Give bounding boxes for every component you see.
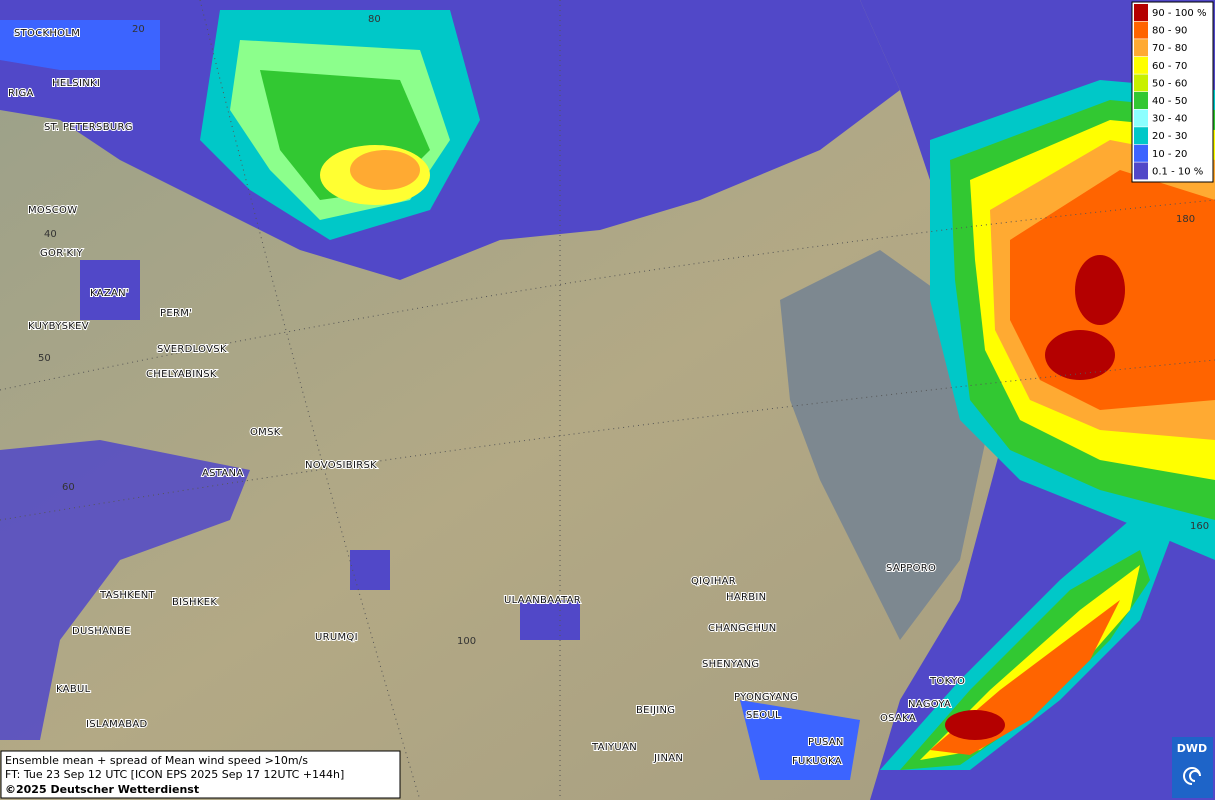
city: QIQIHAR bbox=[691, 576, 736, 587]
city: NAGOYA bbox=[908, 699, 951, 710]
city: ULAANBAATAR bbox=[504, 595, 581, 606]
spread-area bbox=[1075, 255, 1125, 325]
legend-label: 10 - 20 bbox=[1152, 149, 1187, 160]
city: TASHKENT bbox=[99, 590, 155, 601]
city: KUYBYSKEV bbox=[28, 321, 89, 332]
spread-area bbox=[945, 710, 1005, 740]
logo-icon bbox=[1183, 767, 1201, 785]
city: BISHKEK bbox=[172, 597, 217, 608]
city: URUMQI bbox=[315, 632, 358, 643]
sea bbox=[780, 250, 990, 640]
city: PYONGYANG bbox=[734, 692, 798, 703]
spread-area bbox=[1045, 330, 1115, 380]
caption: Ensemble mean + spread of Mean wind spee… bbox=[5, 754, 308, 767]
city: NOVOSIBIRSK bbox=[305, 460, 377, 471]
caption-box bbox=[0, 750, 401, 799]
grid-label: 160 bbox=[1190, 521, 1209, 532]
city: SHENYANG bbox=[702, 659, 759, 670]
city: KABUL bbox=[56, 684, 91, 695]
city: SAPPORO bbox=[886, 563, 936, 574]
grid-label: 50 bbox=[38, 353, 51, 364]
legend-label: 20 - 30 bbox=[1152, 131, 1187, 142]
city: SEOUL bbox=[746, 710, 781, 721]
city: FUKUOKA bbox=[792, 756, 842, 767]
city: HELSINKI bbox=[52, 78, 100, 89]
legend-swatch bbox=[1134, 56, 1148, 74]
city-labels: STOCKHOLM HELSINKI RIGA ST. PETERSBURG M… bbox=[7, 27, 966, 768]
city: ASTANA bbox=[202, 468, 243, 479]
grid-label: 180 bbox=[1176, 214, 1195, 225]
city: OSAKA bbox=[880, 713, 916, 724]
city: ISLAMABAD bbox=[86, 719, 148, 730]
spread-area bbox=[80, 260, 140, 320]
spread-area bbox=[520, 600, 580, 640]
legend-label: 30 - 40 bbox=[1152, 114, 1187, 125]
legend-label: 90 - 100 % bbox=[1152, 8, 1206, 19]
grid-label: 40 bbox=[44, 229, 57, 240]
legend-swatch bbox=[1134, 21, 1148, 39]
city: JINAN bbox=[653, 753, 683, 764]
city: PERM' bbox=[160, 308, 192, 319]
city: STOCKHOLM bbox=[14, 28, 80, 39]
legend-label: 60 - 70 bbox=[1152, 61, 1187, 72]
legend-label: 80 - 90 bbox=[1152, 26, 1187, 37]
city: HARBIN bbox=[726, 592, 766, 603]
logo-text: DWD bbox=[1177, 742, 1207, 755]
city: GOR'KIY bbox=[40, 248, 84, 259]
legend-label: 0.1 - 10 % bbox=[1152, 166, 1203, 177]
legend-label: 50 - 60 bbox=[1152, 78, 1187, 89]
city: BEIJING bbox=[636, 705, 675, 716]
legend-swatch bbox=[1134, 92, 1148, 109]
city: TOKYO bbox=[929, 676, 965, 687]
legend-swatch bbox=[1134, 4, 1148, 21]
copyright: ©2025 Deutscher Wetterdienst bbox=[5, 783, 199, 796]
legend-items: 90 - 100 % 80 - 90 70 - 80 60 - 70 50 - 60 40… bbox=[1134, 4, 1206, 180]
grid-label: 60 bbox=[62, 482, 75, 493]
city: PUSAN bbox=[808, 737, 844, 748]
spread-area bbox=[0, 440, 250, 740]
spread-area bbox=[740, 700, 860, 780]
grid-label: 100 bbox=[457, 636, 476, 647]
city: OMSK bbox=[250, 427, 281, 438]
legend-swatch bbox=[1134, 162, 1148, 180]
spread-area bbox=[350, 150, 420, 190]
legend-swatch bbox=[1134, 127, 1148, 145]
legend-label: 40 - 50 bbox=[1152, 96, 1187, 107]
grid-label: 80 bbox=[368, 14, 381, 25]
grid-label: 20 bbox=[132, 24, 145, 35]
city: KAZAN' bbox=[90, 288, 129, 299]
legend-label: 70 - 80 bbox=[1152, 43, 1187, 54]
spread-area bbox=[350, 550, 390, 590]
city: ST. PETERSBURG bbox=[44, 122, 133, 133]
city: MOSCOW bbox=[28, 205, 77, 216]
legend-swatch bbox=[1134, 39, 1148, 57]
city: CHELYABINSK bbox=[146, 369, 217, 380]
city: RIGA bbox=[8, 88, 34, 99]
spread-area bbox=[0, 20, 160, 70]
city: TAIYUAN bbox=[591, 742, 637, 753]
caption: FT: Tue 23 Sep 12 UTC [ICON EPS 2025 Sep… bbox=[5, 768, 344, 781]
city: SVERDLOVSK bbox=[157, 344, 227, 355]
legend-swatch bbox=[1134, 74, 1148, 92]
legend-swatch bbox=[1134, 109, 1148, 127]
legend-swatch bbox=[1134, 144, 1148, 162]
city: CHANGCHUN bbox=[708, 623, 777, 634]
city: DUSHANBE bbox=[72, 626, 131, 637]
